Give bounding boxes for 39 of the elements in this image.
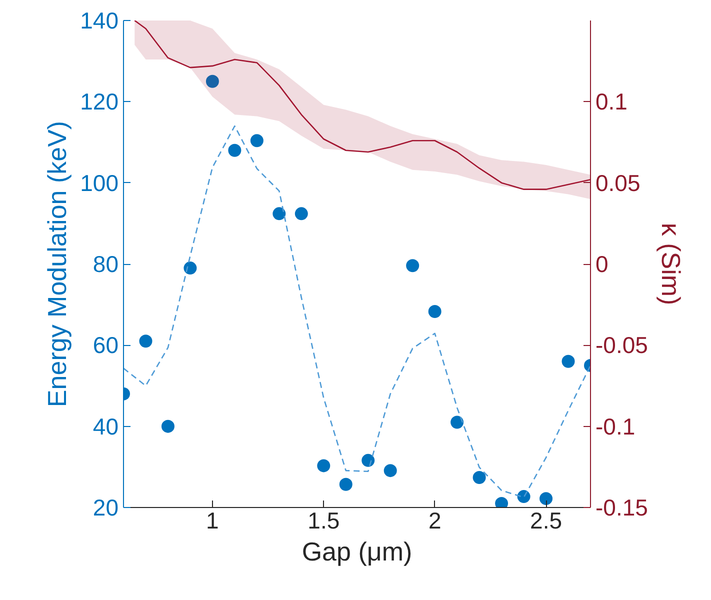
y-axis-title: Energy Modulation (keV) (42, 120, 72, 408)
y2-axis-title: κ (Sim) (656, 222, 686, 306)
y2-tick-label: 0 (596, 251, 608, 277)
x-tick-label: 2.5 (530, 508, 562, 534)
point (406, 259, 420, 272)
point (228, 144, 242, 157)
y2-tick-label: 0.05 (596, 170, 640, 196)
x-tick-label: 1 (206, 508, 219, 534)
point (540, 492, 553, 506)
point (339, 478, 352, 491)
point (161, 420, 174, 433)
y-tick-label: 40 (92, 413, 119, 440)
y2-tick-label: -0.15 (596, 494, 648, 520)
x-tick-label: 1.5 (308, 508, 340, 534)
point (139, 334, 152, 348)
point (384, 464, 397, 478)
point (317, 459, 330, 472)
point (184, 262, 197, 275)
y2-tick-label: -0.1 (596, 413, 636, 440)
point (206, 74, 219, 88)
point (450, 416, 464, 429)
y2-tick-label: -0.05 (596, 332, 648, 358)
point (272, 207, 286, 220)
y-tick-label: 80 (92, 251, 119, 277)
x-axis-title: Gap (μm) (302, 536, 412, 566)
y-tick-label: 20 (92, 494, 119, 520)
y-tick-label: 140 (80, 8, 118, 34)
y-tick-label: 100 (80, 170, 118, 196)
point (495, 496, 508, 508)
point (362, 454, 375, 467)
point (428, 304, 442, 318)
point (294, 207, 308, 220)
point (250, 134, 264, 148)
x-tick-label: 2 (428, 508, 442, 534)
y-tick-label: 60 (92, 332, 119, 358)
y2-tick-label: 0.1 (596, 88, 628, 115)
point (472, 470, 486, 484)
y-tick-label: 120 (80, 88, 118, 115)
point (562, 354, 575, 368)
